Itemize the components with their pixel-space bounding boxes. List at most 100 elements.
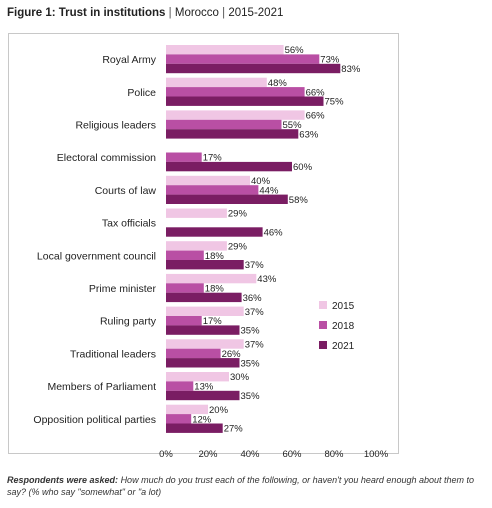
category-label: Members of Parliament [47,381,156,393]
data-label: 56% [285,45,305,56]
bar [166,325,240,335]
bar [166,250,204,260]
legend-label: 2018 [332,321,355,332]
category-label: Opposition political parties [33,414,156,426]
category-label: Royal Army [102,54,156,66]
data-label: 35% [241,326,261,337]
x-tick-label: 80% [324,449,344,460]
bar [166,77,267,88]
data-label: 35% [241,358,261,369]
data-label: 18% [205,284,225,295]
bar [166,348,221,359]
bar [166,152,202,162]
bar [166,283,204,293]
bar [166,119,282,130]
data-label: 29% [228,209,248,220]
data-label: 13% [194,382,214,393]
bar [166,241,227,251]
category-label: Electoral commission [57,152,156,164]
data-label: 37% [245,307,265,318]
bar [166,194,288,204]
bar [166,372,229,382]
x-tick-label: 60% [282,449,302,460]
data-label: 46% [264,228,284,239]
legend-swatch [319,321,327,329]
title-period: 2015-2021 [228,7,284,19]
category-label: Courts of law [95,185,157,197]
category-label: Tax officials [102,218,156,230]
bar [166,306,244,316]
data-label: 83% [341,64,361,75]
data-label: 29% [228,241,248,252]
data-label: 63% [299,129,319,140]
bar [166,414,192,424]
bar [166,381,194,391]
data-label: 66% [306,111,326,122]
title-separator: | [222,7,226,19]
data-label: 37% [245,260,265,271]
data-label: 75% [325,97,345,108]
data-label: 20% [209,405,229,416]
data-label: 37% [245,340,265,351]
bar [166,316,202,326]
legend-label: 2021 [332,341,355,352]
data-label: 27% [224,424,244,435]
title-separator: | [168,7,172,19]
bar [166,423,223,433]
bar [166,260,244,270]
category-label: Police [127,87,156,99]
category-label: Ruling party [100,316,157,328]
data-label: 60% [293,162,313,173]
footnote-lead: Respondents were asked: [7,475,119,485]
x-tick-label: 100% [364,449,389,460]
legend-swatch [319,341,327,349]
bar [166,404,208,415]
bar [166,273,257,284]
data-label: 73% [320,55,340,66]
bar [166,129,299,139]
data-label: 66% [306,87,326,98]
footnote-text: How much do you trust each of the follow… [7,475,475,497]
bar [166,45,284,55]
category-label: Local government council [37,250,156,262]
data-label: 43% [257,274,277,285]
data-label: 40% [251,176,271,187]
data-label: 17% [203,316,223,327]
figure-title: Figure 1: Trust in institutions | Morocc… [7,7,283,19]
bar [166,292,242,303]
bar [166,208,227,218]
data-label: 30% [230,372,250,383]
bar [166,175,250,186]
data-label: 17% [203,153,223,164]
x-tick-label: 40% [240,449,260,460]
x-tick-label: 20% [198,449,218,460]
bar [166,358,240,368]
bar [166,390,240,401]
bar [166,110,305,120]
title-main: Figure 1: Trust in institutions [7,7,166,19]
bar [166,63,341,74]
data-label: 48% [268,78,288,89]
legend-swatch [319,301,327,309]
bar [166,185,259,195]
bar [166,227,263,237]
bar [166,161,292,172]
data-label: 26% [222,349,242,360]
data-label: 55% [283,120,303,131]
category-label: Traditional leaders [70,348,156,360]
footnote: Respondents were asked: How much do you … [7,474,487,498]
bar [166,96,324,106]
category-label: Prime minister [89,283,157,295]
category-label: Religious leaders [75,120,156,132]
bar [166,87,305,97]
title-country: Morocco [174,7,219,19]
data-label: 36% [243,293,263,304]
data-label: 58% [289,195,309,206]
bar [166,339,244,349]
x-tick-label: 0% [159,449,173,460]
data-label: 44% [259,185,279,196]
bar [166,54,320,64]
data-label: 12% [192,414,212,425]
data-label: 35% [241,391,261,402]
